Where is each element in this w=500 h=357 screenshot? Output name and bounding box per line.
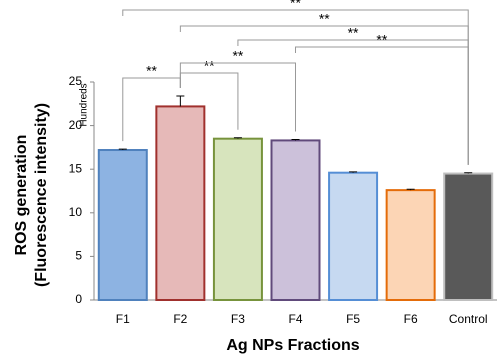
significance-bracket	[179, 62, 296, 132]
y-tick-label: 15	[69, 161, 83, 175]
x-axis-title: Ag NPs Fractions	[226, 337, 359, 354]
bar	[385, 189, 436, 302]
y-tick-label: 0	[75, 292, 82, 306]
significance-bracket	[295, 46, 469, 165]
bar	[328, 171, 379, 301]
x-tick-label: F6	[404, 312, 418, 326]
bar	[270, 139, 321, 301]
error-bar	[233, 137, 242, 139]
significance-label: **	[290, 0, 301, 11]
significance-label: **	[319, 11, 330, 27]
error-bar	[291, 139, 300, 141]
y-tick-label: 25	[69, 74, 83, 88]
y-tick-label: 20	[69, 118, 83, 132]
y-tick-label: 10	[69, 205, 83, 219]
significance-label: **	[146, 63, 157, 79]
y-axis-title: (Fluorescence intensity)	[33, 103, 50, 287]
x-tick-label: F1	[116, 312, 130, 326]
error-bar	[118, 148, 127, 151]
y-tick-label: 5	[75, 249, 82, 263]
error-bar	[464, 172, 473, 174]
bar	[97, 149, 148, 301]
error-bar	[406, 188, 415, 191]
y-unit: Hundreds	[79, 83, 90, 126]
significance-label: **	[376, 32, 387, 48]
error-bar	[176, 95, 185, 107]
x-tick-label: F2	[173, 312, 187, 326]
significance-label: **	[348, 25, 359, 41]
x-tick-label: F4	[288, 312, 302, 326]
bar	[155, 105, 206, 301]
x-tick-label: Control	[449, 312, 488, 326]
bar	[212, 137, 263, 301]
x-tick-label: F5	[346, 312, 360, 326]
significance-label: **	[204, 58, 215, 74]
bar	[443, 172, 494, 301]
error-bar	[349, 171, 358, 173]
x-tick-label: F3	[231, 312, 245, 326]
significance-label: **	[232, 48, 243, 64]
y-axis-title: ROS generation	[13, 135, 30, 256]
